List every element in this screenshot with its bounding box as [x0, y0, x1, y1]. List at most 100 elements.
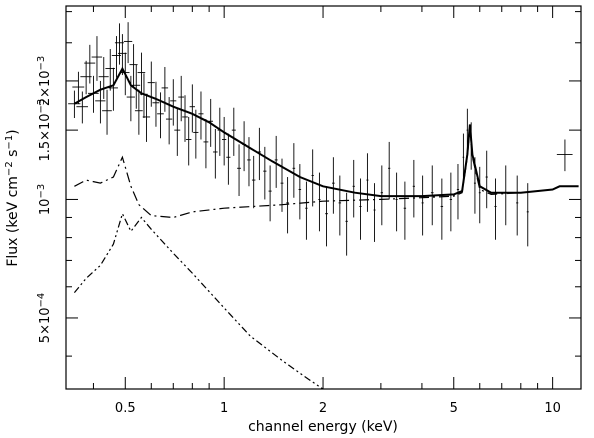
data-point	[123, 22, 133, 64]
data-point	[152, 81, 160, 127]
x-tick-label: 10	[544, 401, 561, 416]
data-point	[359, 178, 362, 240]
data-point	[120, 52, 130, 96]
data-point	[174, 107, 181, 156]
data-point	[478, 166, 481, 224]
data-point	[222, 116, 227, 166]
x-tick-label: 2	[319, 401, 327, 416]
data-point	[170, 79, 177, 126]
data-point	[298, 164, 302, 220]
y-axis-label: Flux (keV cm−2 s−1)	[4, 129, 21, 266]
x-tick-label: 0.5	[115, 401, 136, 416]
data-point	[140, 73, 148, 119]
data-point	[108, 67, 118, 111]
data-point	[76, 91, 88, 124]
data-point	[412, 159, 415, 218]
data-point	[345, 192, 348, 256]
data-point	[430, 165, 434, 226]
data-point	[251, 155, 256, 209]
component-line-dashdot	[73, 212, 324, 390]
data-point	[318, 172, 321, 232]
data-point	[226, 133, 231, 185]
data-point	[242, 121, 246, 172]
axis-ticks	[66, 6, 581, 389]
data-point	[208, 98, 214, 147]
data-point	[182, 95, 188, 142]
data-point	[352, 159, 355, 218]
data-point	[147, 61, 155, 107]
plot-frame	[65, 5, 582, 390]
data-point	[373, 183, 376, 242]
data-point	[189, 84, 195, 133]
data-point	[257, 127, 262, 181]
data-point	[98, 57, 109, 99]
data-point	[263, 146, 267, 200]
model-line	[73, 66, 579, 198]
data-series	[68, 22, 573, 256]
data-point	[286, 177, 289, 234]
data-point	[421, 175, 424, 236]
data-point	[274, 135, 278, 188]
data-point	[366, 153, 369, 212]
x-tick-label: 5	[450, 401, 458, 416]
model-series	[73, 66, 579, 198]
data-point	[161, 66, 169, 112]
data-point	[126, 75, 135, 122]
data-point	[325, 186, 328, 247]
data-point	[178, 75, 185, 122]
data-point	[193, 109, 199, 159]
data-point	[380, 165, 384, 226]
y-tick-label: 1.5×10−3	[36, 99, 53, 162]
data-point	[102, 89, 112, 135]
data-point	[456, 164, 460, 220]
x-axis-label: channel energy (keV)	[248, 419, 398, 435]
data-point	[292, 143, 296, 198]
data-point	[84, 44, 96, 84]
data-point	[395, 172, 398, 232]
data-point	[388, 141, 391, 200]
data-point	[203, 119, 209, 169]
data-point	[231, 107, 236, 156]
data-point	[72, 71, 85, 104]
data-point	[526, 183, 529, 247]
component-line-dashed	[74, 127, 579, 219]
data-point	[268, 165, 272, 222]
data-point	[473, 157, 476, 214]
data-point	[449, 172, 453, 232]
data-point	[134, 89, 143, 135]
component-series	[73, 127, 579, 390]
data-point	[470, 122, 472, 170]
data-point	[213, 128, 218, 179]
data-point	[157, 92, 164, 139]
y-tick-label: 2×10−3	[36, 56, 53, 106]
data-point	[494, 178, 497, 240]
data-point	[247, 137, 251, 187]
data-point	[132, 64, 141, 109]
data-point	[338, 175, 342, 236]
data-point	[516, 175, 519, 236]
data-point	[311, 149, 314, 207]
data-point	[95, 80, 106, 124]
data-point	[91, 36, 103, 81]
data-point	[305, 181, 308, 240]
y-tick-label: 5×10−4	[36, 293, 53, 343]
data-point	[466, 108, 469, 155]
data-point	[462, 133, 465, 185]
data-point	[237, 144, 241, 197]
data-point	[504, 165, 507, 226]
data-point	[87, 75, 99, 113]
data-point	[403, 181, 407, 240]
data-point	[217, 107, 223, 156]
data-point	[485, 150, 488, 209]
y-tick-label: 10−3	[36, 184, 53, 215]
data-point	[185, 116, 192, 166]
data-point	[280, 158, 284, 212]
data-point	[137, 52, 146, 96]
data-point	[556, 139, 573, 172]
x-tick-labels: 0.5 1 2 5 10	[115, 401, 561, 416]
data-point	[142, 95, 151, 142]
x-tick-label: 1	[220, 401, 228, 416]
data-point	[198, 91, 204, 140]
y-tick-labels: 5×10−4 10−3 1.5×10−32×10−3	[36, 56, 53, 343]
